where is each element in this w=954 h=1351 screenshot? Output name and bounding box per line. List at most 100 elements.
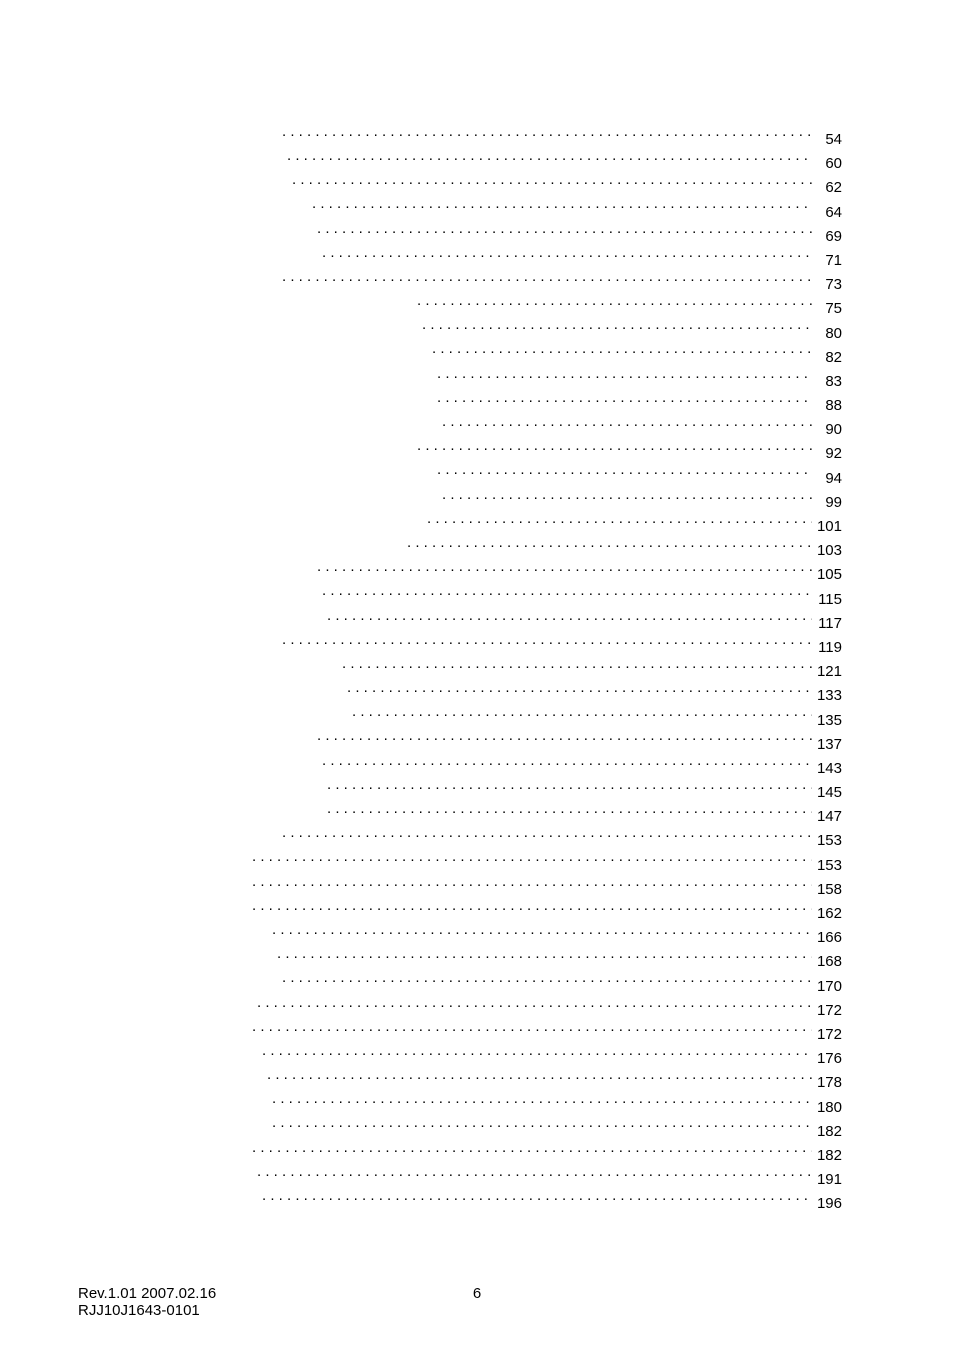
toc-line: 117 — [112, 612, 842, 636]
toc-line: 162 — [112, 902, 842, 926]
toc-dot-leader — [317, 734, 812, 749]
toc-page-number: 103 — [812, 539, 842, 563]
toc-dot-leader — [282, 637, 812, 652]
toc-dot-leader — [322, 250, 812, 265]
toc-dot-leader — [437, 468, 812, 483]
toc-dot-leader — [437, 371, 812, 386]
toc-dot-leader — [292, 177, 812, 192]
toc-page-number: 182 — [812, 1144, 842, 1168]
toc-dot-leader — [262, 1048, 812, 1063]
toc-dot-leader — [417, 298, 812, 313]
toc-line: 191 — [112, 1168, 842, 1192]
toc-line: 60 — [112, 152, 842, 176]
toc-line: 101 — [112, 515, 842, 539]
toc-page-number: 153 — [812, 854, 842, 878]
toc-page-number: 180 — [812, 1096, 842, 1120]
toc-dot-leader — [252, 903, 812, 918]
toc-line: 172 — [112, 1023, 842, 1047]
toc-dot-leader — [437, 395, 812, 410]
toc-page-number: 99 — [812, 491, 842, 515]
toc-page-number: 69 — [812, 225, 842, 249]
toc-page-number: 83 — [812, 370, 842, 394]
toc-page-number: 92 — [812, 442, 842, 466]
toc-dot-leader — [352, 710, 812, 725]
toc-dot-leader — [272, 1097, 812, 1112]
toc-dot-leader — [252, 879, 812, 894]
toc-line: 69 — [112, 225, 842, 249]
toc-page-number: 153 — [812, 829, 842, 853]
toc-page-number: 73 — [812, 273, 842, 297]
toc-dot-leader — [342, 661, 812, 676]
toc-line: 135 — [112, 709, 842, 733]
toc-line: 105 — [112, 563, 842, 587]
toc-dot-leader — [407, 540, 812, 555]
toc-page-number: 172 — [812, 1023, 842, 1047]
toc-line: 137 — [112, 733, 842, 757]
toc-page-number: 94 — [812, 467, 842, 491]
toc-page-number: 80 — [812, 322, 842, 346]
toc-line: 182 — [112, 1144, 842, 1168]
toc-page-number: 60 — [812, 152, 842, 176]
toc-line: 196 — [112, 1192, 842, 1216]
toc-line: 143 — [112, 757, 842, 781]
toc-line: 75 — [112, 297, 842, 321]
toc-dot-leader — [327, 806, 812, 821]
toc-page-number: 143 — [812, 757, 842, 781]
toc-page-number: 182 — [812, 1120, 842, 1144]
toc-page-number: 71 — [812, 249, 842, 273]
toc-line: 64 — [112, 201, 842, 225]
toc-page-number: 135 — [812, 709, 842, 733]
toc-line: 172 — [112, 999, 842, 1023]
toc-dot-leader — [287, 153, 812, 168]
toc-dot-leader — [322, 589, 812, 604]
toc-page-number: 121 — [812, 660, 842, 684]
toc-line: 166 — [112, 926, 842, 950]
footer-center-block: 6 — [78, 1285, 876, 1302]
toc-line: 121 — [112, 660, 842, 684]
toc-line: 170 — [112, 975, 842, 999]
toc-line: 99 — [112, 491, 842, 515]
toc-page-number: 105 — [812, 563, 842, 587]
toc-line: 178 — [112, 1071, 842, 1095]
footer-doc-id: RJJ10J1643-0101 — [78, 1302, 216, 1319]
toc-dot-leader — [442, 492, 812, 507]
toc-page-number: 145 — [812, 781, 842, 805]
toc-page-number: 158 — [812, 878, 842, 902]
toc-line: 88 — [112, 394, 842, 418]
toc-page-number: 170 — [812, 975, 842, 999]
toc-line: 80 — [112, 322, 842, 346]
toc-line: 71 — [112, 249, 842, 273]
toc-line: 180 — [112, 1096, 842, 1120]
toc-line: 83 — [112, 370, 842, 394]
toc-dot-leader — [257, 1000, 812, 1015]
toc-dot-leader — [272, 1121, 812, 1136]
toc-page-number: 172 — [812, 999, 842, 1023]
toc-page-number: 54 — [812, 128, 842, 152]
toc-dot-leader — [282, 129, 812, 144]
toc-line: 153 — [112, 854, 842, 878]
toc-container: 5460626469717375808283889092949910110310… — [112, 128, 842, 1216]
toc-page-number: 147 — [812, 805, 842, 829]
toc-line: 145 — [112, 781, 842, 805]
toc-line: 82 — [112, 346, 842, 370]
toc-page-number: 90 — [812, 418, 842, 442]
toc-page-number: 75 — [812, 297, 842, 321]
toc-dot-leader — [277, 951, 812, 966]
toc-page-number: 133 — [812, 684, 842, 708]
toc-dot-leader — [317, 226, 812, 241]
toc-dot-leader — [282, 976, 812, 991]
toc-dot-leader — [422, 323, 812, 338]
toc-dot-leader — [257, 1169, 812, 1184]
toc-line: 92 — [112, 442, 842, 466]
toc-dot-leader — [427, 516, 812, 531]
toc-line: 133 — [112, 684, 842, 708]
toc-page-number: 176 — [812, 1047, 842, 1071]
toc-dot-leader — [252, 855, 812, 870]
toc-page-number: 162 — [812, 902, 842, 926]
toc-line: 147 — [112, 805, 842, 829]
page-footer: Rev.1.01 2007.02.16 RJJ10J1643-0101 6 — [78, 1285, 876, 1319]
toc-page-number: 137 — [812, 733, 842, 757]
toc-dot-leader — [442, 419, 812, 434]
toc-line: 94 — [112, 467, 842, 491]
toc-dot-leader — [322, 758, 812, 773]
